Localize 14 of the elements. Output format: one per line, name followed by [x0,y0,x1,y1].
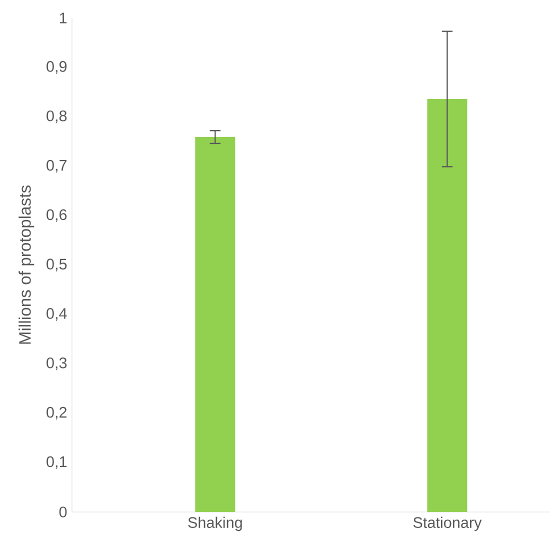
y-axis-title: Millions of protoplasts [18,186,34,344]
y-tick-label: 0,1 [46,456,67,469]
y-tick-label: 0,7 [46,160,67,173]
y-tick-label: 0,6 [46,209,67,222]
y-tick-label: 0,5 [46,258,67,272]
y-tick-label: 0,8 [46,110,67,124]
y-tick-label: 0,4 [46,308,67,321]
y-tick-label: 1 [60,12,67,24]
x-tick-label: Shaking [188,516,242,531]
y-tick-label: 0,2 [46,406,67,420]
x-tick-label: Stationary [413,516,482,531]
y-tick-label: 0 [59,506,67,518]
y-tick-label: 0,9 [46,61,67,74]
y-tick-label: 0,3 [46,357,67,370]
